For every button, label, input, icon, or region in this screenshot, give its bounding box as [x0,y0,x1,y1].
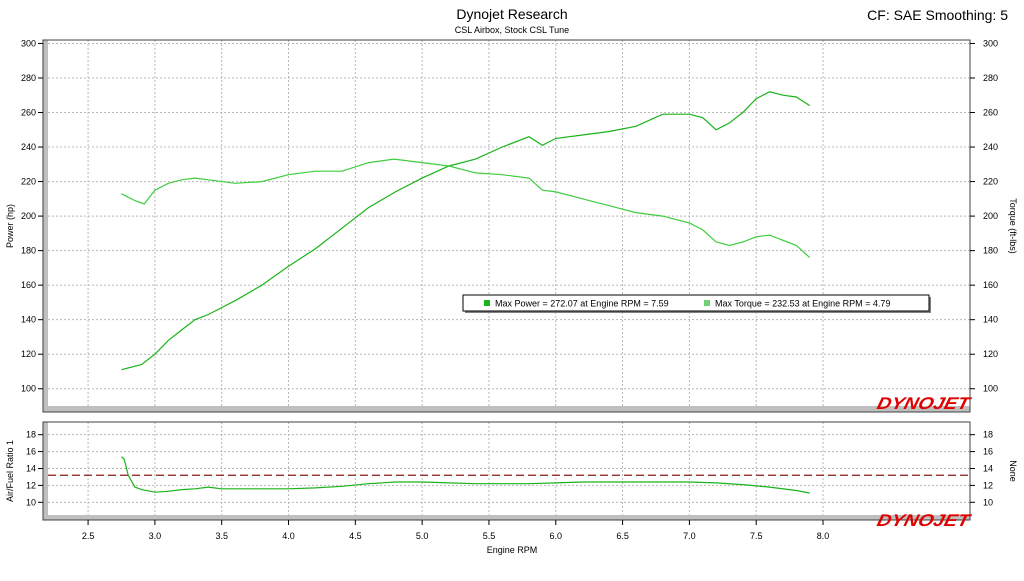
power-curve [121,91,811,371]
torque-tick-label: 280 [983,73,998,83]
x-tick-label: 4.0 [282,531,295,541]
x-tick-label: 5.0 [416,531,429,541]
afr-right-tick-label: 16 [983,447,993,457]
x-tick-label: 2.5 [82,531,95,541]
torque-tick-label: 240 [983,142,998,152]
rpm-axis-ticks: 2.5 3.0 3.5 4.0 4.5 5.0 5.5 6.0 6.5 7.0 7.5 8.0 [82,520,829,541]
afr-right-tick-label: 18 [983,430,993,440]
torque-axis-label: Torque (ft-lbs) [1008,198,1018,254]
afr-axis-ticks: 10 10 12 12 14 14 16 16 18 18 [26,430,993,508]
afr-right-tick-label: 14 [983,464,993,474]
power-tick-label: 140 [21,315,36,325]
x-tick-label: 4.5 [349,531,362,541]
afr-grid [48,422,970,515]
torque-tick-label: 120 [983,349,998,359]
afr-tick-label: 12 [26,480,36,490]
dynojet-logo-top: DYNOJET [875,393,974,413]
afr-axis-label: Air/Fuel Ratio 1 [5,440,15,502]
power-tick-label: 240 [21,142,36,152]
x-tick-label: 8.0 [817,531,830,541]
afr-series [48,456,970,494]
main-plot-bottom-bevel [43,406,970,412]
afr-right-tick-label: 12 [983,480,993,490]
power-tick-label: 160 [21,280,36,290]
rpm-axis-label: Engine RPM [487,545,538,555]
chart-title: Dynojet Research [456,6,567,22]
x-tick-label: 3.0 [149,531,162,541]
afr-tick-label: 14 [26,464,36,474]
torque-tick-label: 220 [983,177,998,187]
x-tick-label: 6.5 [616,531,629,541]
power-legend-swatch [484,300,490,306]
afr-tick-label: 16 [26,447,36,457]
afr-curve [121,456,810,494]
torque-tick-label: 160 [983,280,998,290]
power-tick-label: 180 [21,246,36,256]
max-values-legend: Max Power = 272.07 at Engine RPM = 7.59 … [462,294,931,313]
afr-plot-frame [42,421,971,521]
x-tick-label: 7.5 [750,531,763,541]
correction-factor-settings: CF: SAE Smoothing: 5 [867,7,1008,23]
main-grid [48,40,970,406]
max-torque-legend: Max Torque = 232.53 at Engine RPM = 4.79 [715,299,890,309]
power-tick-label: 300 [21,38,36,48]
afr-plot-left-bevel [43,422,48,520]
torque-legend-swatch [704,300,710,306]
afr-tick-label: 10 [26,497,36,507]
power-axis-label: Power (hp) [5,204,15,248]
power-tick-label: 100 [21,384,36,394]
torque-tick-label: 300 [983,38,998,48]
power-tick-label: 220 [21,177,36,187]
power-tick-label: 280 [21,73,36,83]
torque-tick-label: 100 [983,384,998,394]
x-tick-label: 3.5 [215,531,228,541]
torque-tick-label: 180 [983,246,998,256]
dynojet-logo-text: DYNOJET [875,510,974,530]
max-power-legend: Max Power = 272.07 at Engine RPM = 7.59 [495,299,669,309]
main-plot-frame [42,39,971,413]
afr-right-axis-label: None [1008,460,1018,482]
power-tick-label: 260 [21,108,36,118]
torque-curve [121,158,811,258]
torque-tick-label: 260 [983,108,998,118]
afr-plot-bottom-bevel [43,515,970,520]
torque-tick-label: 200 [983,211,998,221]
main-series [121,91,811,371]
legend-box [462,294,930,312]
dynojet-logo-bottom: DYNOJET [875,510,974,530]
torque-tick-label: 140 [983,315,998,325]
afr-plot-background [43,422,970,520]
afr-tick-label: 18 [26,430,36,440]
power-tick-label: 120 [21,349,36,359]
main-plot-left-bevel [43,40,48,412]
x-tick-label: 7.0 [683,531,696,541]
main-axis-ticks: 100 100 120 120 140 140 160 160 180 180 200 200 220 2… [21,38,998,393]
afr-right-tick-label: 10 [983,497,993,507]
main-plot-background [43,40,970,412]
dynojet-logo-text: DYNOJET [875,393,974,413]
x-tick-label: 5.5 [483,531,496,541]
power-tick-label: 200 [21,211,36,221]
x-tick-label: 6.0 [550,531,563,541]
chart-subtitle: CSL Airbox, Stock CSL Tune [455,25,569,35]
